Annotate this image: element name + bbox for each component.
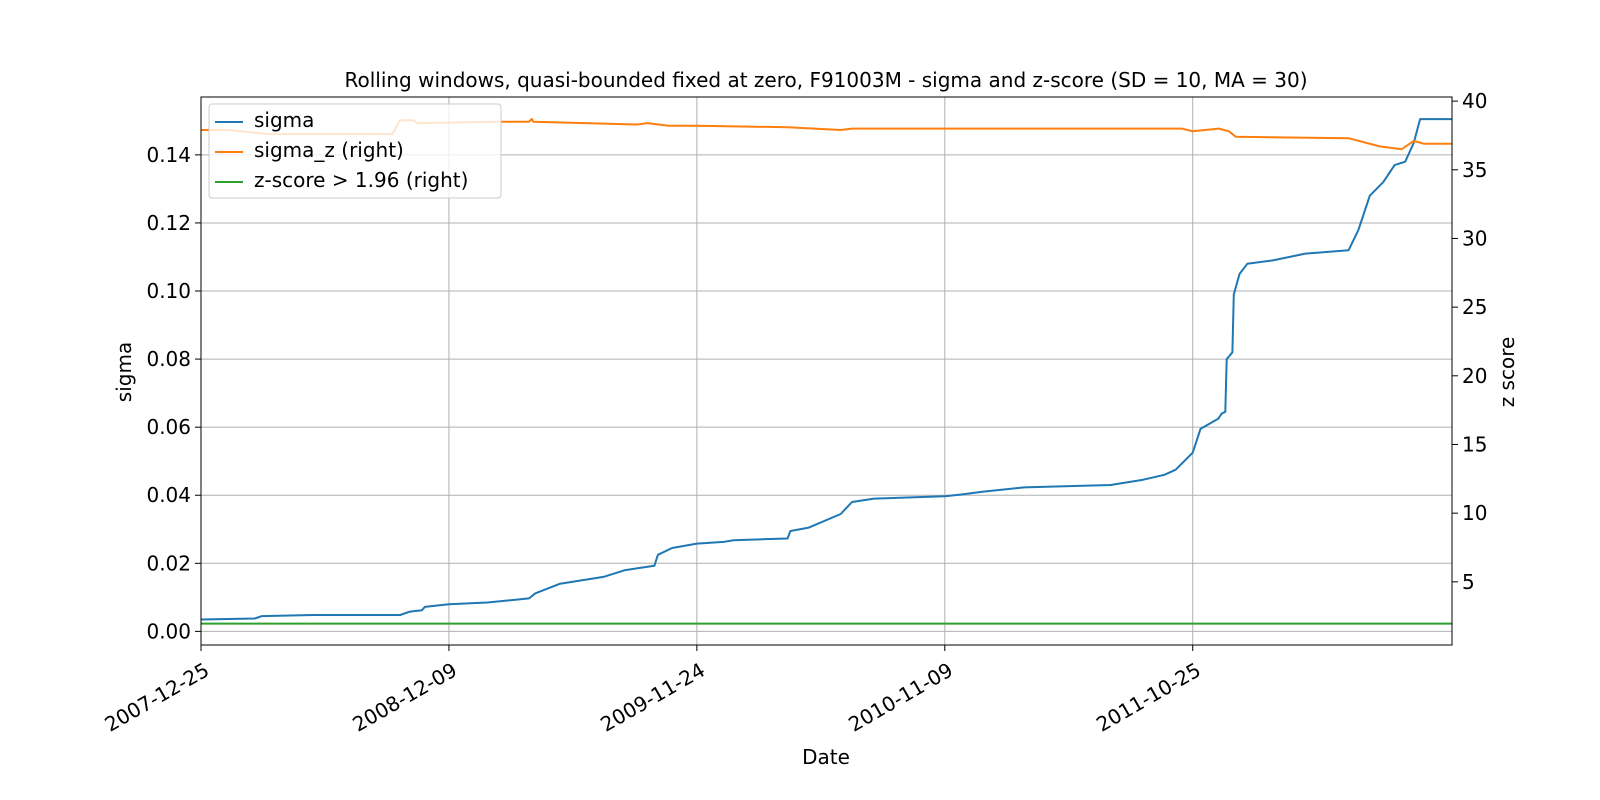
legend-label-z-score: z-score > 1.96 (right) (254, 168, 468, 192)
x-tick-label: 2008-12-09 (348, 658, 461, 737)
y2-tick-label: 25 (1462, 295, 1487, 319)
legend-box (208, 103, 502, 199)
x-axis-label: Date (802, 745, 850, 769)
x-tick-label: 2010-11-09 (844, 658, 957, 737)
x-axis: 2007-12-25 2008-12-09 2009-11-24 2010-11-09… (100, 645, 1205, 737)
legend-label-sigma-z: sigma_z (right) (254, 138, 404, 162)
y2-tick-label: 35 (1462, 158, 1487, 182)
y-tick-label: 0.00 (146, 619, 191, 643)
y2-tick-label: 20 (1462, 364, 1487, 388)
grid (200, 97, 1452, 645)
y-tick-label: 0.08 (146, 347, 191, 371)
y-tick-label: 0.12 (146, 211, 191, 235)
y-tick-label: 0.06 (146, 415, 191, 439)
y2-axis-label: z score (1495, 337, 1519, 408)
series-line-sigma (200, 118, 1452, 621)
y-tick-label: 0.14 (146, 143, 191, 167)
y-tick-label: 0.04 (146, 483, 191, 507)
y-tick-label: 0.02 (146, 551, 191, 575)
y2-tick-label: 15 (1462, 432, 1487, 456)
x-tick-label: 2007-12-25 (100, 658, 213, 737)
x-tick-label: 2011-10-25 (1092, 658, 1205, 737)
plot-area-frame (200, 96, 1453, 646)
y-axis-label: sigma (112, 342, 136, 402)
y-axis-left: 0.00 0.02 0.04 0.06 0.08 0.10 0.12 0.14 (146, 143, 201, 643)
chart-title: Rolling windows, quasi-bounded fixed at … (344, 68, 1307, 92)
y2-tick-label: 30 (1462, 226, 1487, 250)
y2-tick-label: 40 (1462, 89, 1487, 113)
legend: sigma sigma_z (right) z-score > 1.96 (ri… (208, 103, 502, 199)
legend-label-sigma: sigma (254, 108, 314, 132)
x-tick-label: 2009-11-24 (596, 658, 709, 737)
y-tick-label: 0.10 (146, 279, 191, 303)
y-axis-right: 5 10 15 20 25 30 35 40 (1452, 89, 1487, 594)
y2-tick-label: 5 (1462, 570, 1475, 594)
y2-tick-label: 10 (1462, 501, 1487, 525)
